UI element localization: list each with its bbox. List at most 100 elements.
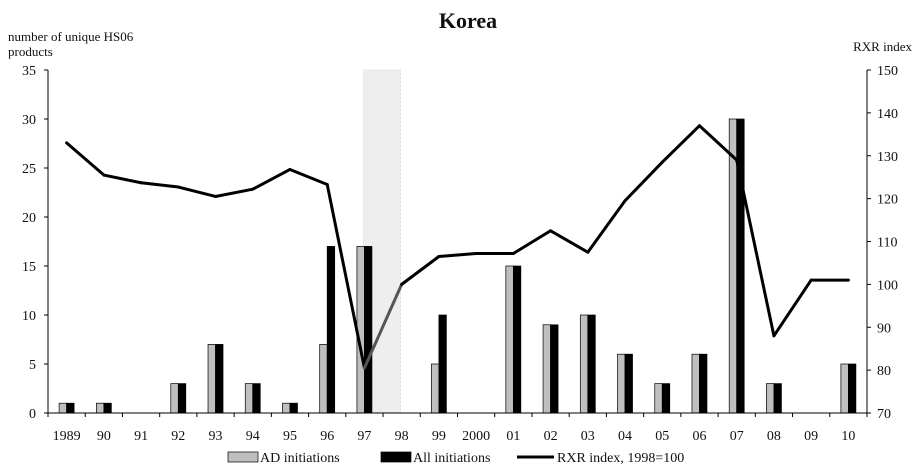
x-tick-label: 04 (618, 429, 632, 444)
rxr-line-segment (697, 124, 739, 162)
x-tick-label: 10 (841, 429, 855, 444)
legend-swatch-ad (227, 451, 259, 463)
rxr-line-segment (325, 182, 366, 370)
rxr-line-segment (139, 181, 180, 189)
bar-ad-05 (654, 383, 663, 414)
y2-tick-label: 100 (877, 278, 898, 293)
x-tick-label: 91 (134, 429, 148, 444)
rxr-line-segment (288, 167, 329, 186)
bar-all-90 (103, 402, 112, 414)
y-tick-label: 0 (29, 407, 36, 422)
bar-all-03 (587, 314, 596, 414)
bar-ad-1989 (58, 402, 67, 414)
bar-ad-02 (542, 324, 551, 414)
y-tick-label: 30 (22, 113, 36, 128)
bar-ad-99 (431, 363, 440, 414)
bar-ad-10 (840, 363, 849, 414)
x-tick-label: 2000 (462, 429, 490, 444)
chart-title: Korea (439, 8, 497, 33)
bar-all-97 (364, 246, 373, 414)
bar-ad-94 (244, 383, 254, 414)
bar-all-1989 (66, 402, 75, 414)
bar-all-10 (848, 363, 857, 414)
bar-all-99 (438, 314, 447, 414)
x-tick-label: 01 (506, 429, 520, 444)
rxr-line-segment (549, 229, 590, 254)
x-tick-label: 92 (171, 429, 185, 444)
rxr-line-segment (511, 229, 553, 256)
y-tick-label: 5 (29, 358, 36, 373)
y2-tick-label: 130 (877, 150, 898, 165)
rxr-line-segment (623, 160, 664, 203)
legend-label-all: All initiations (413, 451, 490, 466)
x-tick-label: 97 (357, 429, 371, 444)
rxr-line-segment (176, 185, 218, 198)
y2-axis-label: RXR index (853, 39, 912, 54)
x-tick-label: 07 (730, 429, 744, 444)
bar-all-04 (624, 353, 633, 414)
x-tick-label: 09 (804, 429, 818, 444)
bar-ad-07 (728, 118, 738, 414)
rxr-line-segment (735, 158, 776, 338)
y2-tick-label: 110 (877, 236, 897, 251)
x-tick-label: 02 (544, 429, 558, 444)
y-tick-label: 35 (22, 64, 36, 79)
bar-ad-92 (170, 383, 179, 414)
y2-tick-label: 80 (877, 364, 891, 379)
x-tick-label: 94 (246, 429, 260, 444)
bar-ad-96 (319, 344, 328, 414)
x-tick-label: 98 (395, 429, 409, 444)
bar-ad-95 (282, 402, 291, 414)
y2-tick-label: 140 (877, 107, 898, 122)
bar-ad-93 (207, 344, 216, 414)
y2-tick-label: 120 (877, 193, 898, 208)
bar-all-95 (289, 402, 298, 414)
rxr-line-segment (362, 282, 404, 370)
x-tick-label: 05 (655, 429, 669, 444)
rxr-line-segment (251, 167, 292, 191)
bar-all-05 (661, 383, 671, 414)
y-axis-label-line-2: products (8, 44, 53, 59)
rxr-line-segment (102, 173, 143, 185)
x-tick-label: 08 (767, 429, 781, 444)
bar-ad-06 (691, 353, 700, 414)
rxr-line-segment (586, 199, 627, 254)
rxr-line-segment (437, 252, 478, 259)
legend-swatch-all (380, 451, 412, 463)
bar-all-01 (512, 265, 522, 414)
legend-label-ad: AD initiations (260, 451, 340, 466)
bar-ad-01 (505, 265, 514, 414)
bar-all-06 (699, 353, 708, 414)
y-axis-label-line-1: number of unique HS06 (8, 29, 134, 44)
rxr-line-segment (772, 278, 813, 338)
x-tick-label: 03 (581, 429, 595, 444)
x-tick-label: 06 (692, 429, 706, 444)
bar-all-96 (326, 246, 336, 414)
bar-ad-08 (766, 383, 775, 414)
rxr-line-segment (65, 141, 106, 177)
y2-tick-label: 150 (877, 64, 898, 79)
rxr-line-segment (214, 187, 255, 198)
y2-tick-label: 70 (877, 407, 891, 422)
y-tick-label: 10 (22, 309, 36, 324)
y-tick-label: 25 (22, 162, 36, 177)
bar-all-92 (177, 383, 187, 414)
x-tick-label: 93 (209, 429, 223, 444)
bar-ad-90 (95, 402, 105, 414)
legend-label-rxr: RXR index, 1998=100 (557, 451, 684, 466)
bar-ad-04 (617, 353, 626, 414)
y-tick-label: 15 (22, 260, 36, 275)
x-tick-label: 1989 (53, 429, 81, 444)
x-tick-label: 90 (97, 429, 111, 444)
bar-all-02 (550, 324, 559, 414)
bar-all-94 (252, 383, 261, 414)
x-tick-label: 99 (432, 429, 446, 444)
y2-tick-label: 90 (877, 321, 891, 336)
bar-ad-03 (579, 314, 589, 414)
bar-all-93 (215, 344, 224, 414)
rxr-line-segment (400, 255, 441, 286)
bar-all-08 (773, 383, 782, 414)
x-tick-label: 95 (283, 429, 297, 444)
x-tick-label: 96 (320, 429, 334, 444)
